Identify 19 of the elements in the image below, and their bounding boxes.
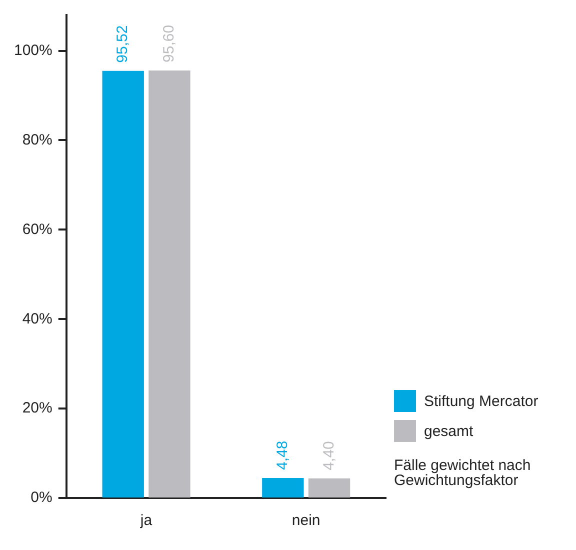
data-label: 95,52 bbox=[114, 25, 132, 63]
y-tick-label: 20% bbox=[22, 400, 52, 417]
legend-label: Stiftung Mercator bbox=[424, 392, 538, 410]
data-label: 4,40 bbox=[320, 441, 338, 470]
data-label: 4,48 bbox=[274, 440, 292, 470]
legend-label: gesamt bbox=[424, 422, 474, 440]
bar bbox=[308, 478, 350, 498]
text: Fälle gewichtet nach Gewichtungsfaktor bbox=[394, 457, 532, 489]
bar bbox=[102, 70, 144, 498]
bar bbox=[262, 478, 304, 498]
y-tick-label: 40% bbox=[22, 310, 52, 328]
bar bbox=[148, 70, 190, 498]
y-tick-label: 0% bbox=[30, 489, 52, 506]
y-tick-label: 60% bbox=[22, 220, 52, 238]
x-tick-label: nein bbox=[292, 512, 320, 530]
y-tick-label: 100% bbox=[14, 42, 52, 59]
data-label: 95,60 bbox=[160, 24, 178, 62]
x-tick-label: ja bbox=[139, 512, 153, 530]
y-tick-label: 80% bbox=[22, 131, 52, 148]
